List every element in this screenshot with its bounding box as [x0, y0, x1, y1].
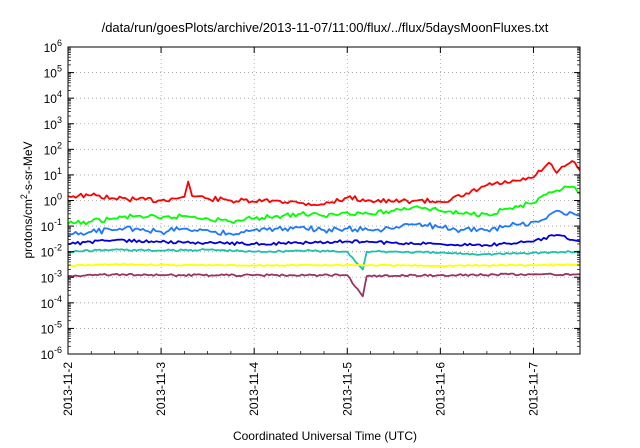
- y-tick-label: 100: [44, 192, 62, 209]
- y-tick-label: 103: [44, 115, 62, 132]
- series-line-7: [67, 272, 580, 298]
- y-tick-label: 102: [44, 140, 62, 157]
- y-tick-label: 10-2: [41, 243, 62, 260]
- series-group: [67, 160, 581, 298]
- x-tick-label: 2013-11-7: [526, 362, 540, 416]
- series-line-6: [67, 262, 580, 268]
- y-tick-label: 10-6: [41, 345, 62, 362]
- y-tick-label: 10-5: [41, 319, 62, 336]
- y-tick-label: 10-4: [41, 294, 62, 311]
- series-line-5: [67, 248, 580, 271]
- y-tick-label: 10-1: [41, 217, 62, 234]
- x-tick-label: 2013-11-2: [61, 362, 75, 416]
- y-axis-label: protons/cm2-s-sr-MeV: [19, 141, 35, 258]
- y-tick-label: 10-3: [41, 268, 62, 285]
- series-line-3: [67, 209, 581, 238]
- x-tick-label: 2013-11-5: [340, 362, 354, 416]
- tick-group: 10-6 10-5 10-4 10-3 10-2 10-1 100 101 102 103 104 1…: [41, 38, 580, 416]
- x-tick-label: 2013-11-4: [247, 362, 261, 416]
- x-axis-label: Coordinated Universal Time (UTC): [233, 429, 417, 443]
- grid: [68, 47, 580, 354]
- y-tick-label: 101: [44, 166, 62, 183]
- y-tick-label: 105: [44, 64, 62, 81]
- y-tick-label: 106: [44, 38, 62, 55]
- series-line-1: [67, 160, 581, 207]
- y-tick-label: 104: [44, 89, 62, 106]
- chart-title: /data/run/goesPlots/archive/2013-11-07/1…: [102, 20, 549, 35]
- series-line-4: [68, 234, 581, 247]
- x-tick-label: 2013-11-6: [433, 362, 447, 416]
- x-tick-label: 2013-11-3: [154, 362, 168, 416]
- series-line-2: [67, 185, 581, 226]
